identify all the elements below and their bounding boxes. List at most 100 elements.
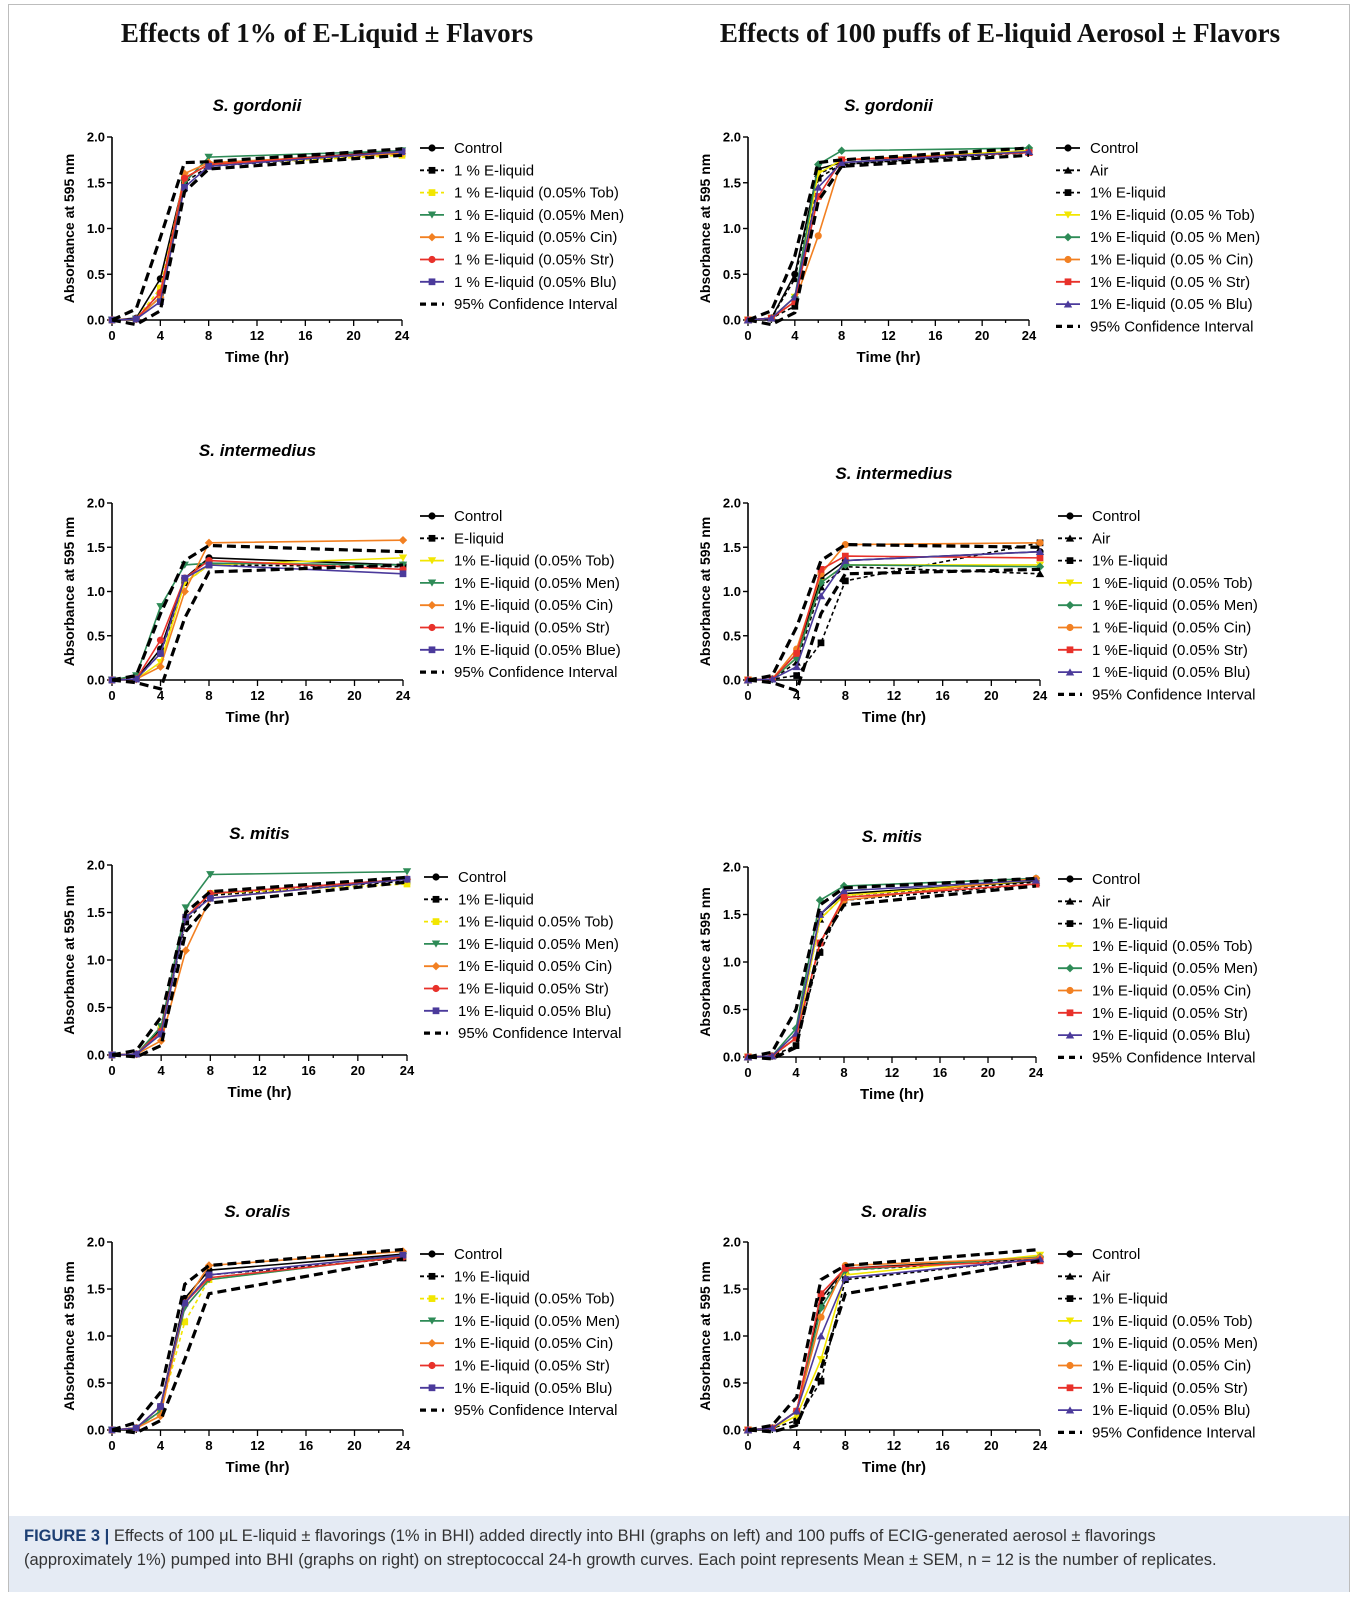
data-point — [156, 636, 165, 644]
data-point — [206, 871, 215, 879]
legend-marker — [432, 918, 440, 925]
legend-marker — [427, 601, 437, 610]
x-tick-label: 12 — [250, 1438, 264, 1453]
legend-label: 1% E-liquid (0.05 % Tob) — [1090, 207, 1255, 224]
x-tick-label: 0 — [744, 1438, 751, 1453]
legend-marker — [428, 1295, 436, 1302]
legend-label: 95% Confidence Interval — [454, 664, 617, 681]
legend-label: 1% E-liquid (0.05% Tob) — [454, 553, 615, 570]
legend-label: 1% E-liquid — [1092, 916, 1168, 933]
legend-marker — [1065, 1031, 1075, 1039]
data-point — [841, 1273, 850, 1282]
data-point — [205, 1271, 213, 1279]
legend-label: 1% E-liquid (0.05% Blu) — [454, 1380, 612, 1397]
y-axis-label: Absorbance at 595 nm — [697, 887, 713, 1036]
series-line — [111, 564, 404, 681]
legend-label: 95% Confidence Interval — [1092, 1424, 1255, 1441]
data-point — [1024, 147, 1034, 155]
legend-marker — [1064, 278, 1072, 286]
data-point — [841, 552, 849, 560]
data-point — [181, 904, 190, 912]
legend-marker — [1066, 1361, 1074, 1370]
legend: Control 1% E-liquid 1% E-liquid (0.05% Tob… — [420, 1246, 620, 1419]
series-line — [111, 1253, 404, 1431]
x-tick-label: 12 — [887, 688, 901, 703]
series-line — [111, 564, 404, 681]
series-line — [747, 1256, 1041, 1431]
legend: Control Air 1% E-liquid 1 %E-liquid (0.05% … — [1058, 508, 1258, 703]
legend-marker — [1066, 1295, 1074, 1302]
legend-label: 95% Confidence Interval — [1092, 686, 1255, 703]
data-point — [790, 275, 800, 283]
x-tick-label: 0 — [744, 688, 751, 703]
legend-marker — [1064, 255, 1072, 264]
y-tick-label: 1.0 — [87, 953, 105, 968]
legend-marker — [1064, 144, 1072, 152]
x-tick-label: 4 — [157, 328, 165, 343]
legend-label: 1% E-liquid — [458, 891, 534, 908]
x-tick-label: 24 — [396, 1438, 411, 1453]
legend-label: 1% E-liquid (0.05% Tob) — [454, 1291, 615, 1308]
data-point — [837, 146, 846, 155]
x-tick-label: 16 — [928, 328, 942, 343]
series-line — [111, 1256, 404, 1431]
x-tick-label: 8 — [838, 328, 845, 343]
series-line — [111, 883, 408, 1056]
data-point — [132, 675, 140, 683]
legend-label: 95% Confidence Interval — [454, 1402, 617, 1419]
y-tick-label: 0.5 — [87, 267, 105, 282]
legend-label: 1% E-liquid (0.05% Men) — [454, 1313, 620, 1330]
x-tick-label: 4 — [157, 1438, 165, 1453]
data-point — [205, 561, 213, 569]
x-tick-label: 12 — [881, 328, 895, 343]
x-axis-label: Time (hr) — [860, 1086, 924, 1103]
legend-marker — [428, 1361, 436, 1370]
data-point — [156, 603, 165, 611]
legend-marker — [1063, 233, 1073, 242]
data-point — [181, 946, 190, 955]
data-point — [837, 158, 846, 166]
y-tick-label: 2.0 — [87, 130, 105, 145]
confidence-interval-lower — [747, 567, 1041, 693]
y-tick-label: 0.5 — [87, 1376, 105, 1391]
series-line — [111, 150, 403, 321]
series-line — [111, 878, 408, 1056]
data-point — [840, 894, 848, 901]
y-tick-label: 2.0 — [87, 496, 105, 511]
data-point — [814, 193, 822, 200]
data-point — [156, 662, 165, 671]
legend-label: Air — [1092, 530, 1110, 547]
legend-label: 1% E-liquid (0.05% Tob) — [1092, 1313, 1253, 1330]
data-point — [157, 1403, 164, 1410]
y-tick-label: 1.0 — [723, 1329, 741, 1344]
confidence-interval-upper — [747, 1247, 1041, 1432]
series-line — [747, 149, 1030, 321]
legend-marker — [1063, 300, 1073, 308]
legend-label: 1% E-liquid (0.05% Str) — [454, 620, 610, 637]
legend-label: E-liquid — [454, 530, 504, 547]
series-line — [111, 149, 403, 321]
chart-panel: S. oralis 0.0 0.5 1.0 1.5 2.0 0 4 8 12 16 20 24 Time … — [697, 1202, 1258, 1476]
legend-label: 1% E-liquid (0.05% Blue) — [454, 642, 621, 659]
y-axis-label: Absorbance at 595 nm — [697, 517, 713, 666]
data-point — [791, 270, 799, 278]
series-line — [111, 880, 408, 1056]
series-line — [111, 1255, 404, 1431]
x-tick-label: 12 — [250, 328, 264, 343]
legend-marker — [1065, 1339, 1075, 1348]
y-axis-label: Absorbance at 595 nm — [61, 154, 77, 303]
data-point — [403, 875, 411, 883]
series-line — [111, 1250, 404, 1431]
x-tick-label: 8 — [840, 1065, 847, 1080]
legend-label: 1% E-liquid (0.05 % Men) — [1090, 229, 1260, 246]
x-tick-label: 16 — [933, 1065, 947, 1080]
data-point — [1035, 570, 1045, 578]
data-point — [841, 1264, 849, 1272]
x-tick-label: 20 — [984, 1438, 998, 1453]
legend-marker — [1065, 897, 1075, 905]
legend-marker — [427, 1339, 437, 1348]
chart-panel: S. oralis 0.0 0.5 1.0 1.5 2.0 0 4 8 12 16 20 24 Time … — [61, 1202, 620, 1476]
legend-marker — [428, 1384, 436, 1392]
y-axis-label: Absorbance at 595 nm — [61, 885, 77, 1034]
x-tick-label: 16 — [298, 328, 312, 343]
